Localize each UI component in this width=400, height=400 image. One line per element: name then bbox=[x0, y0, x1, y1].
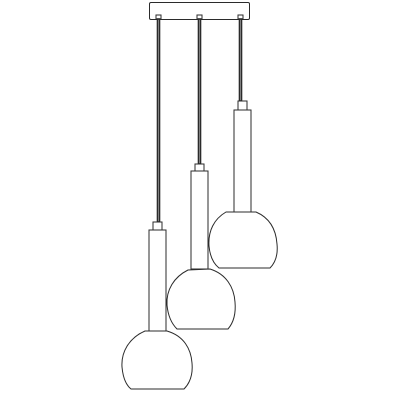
globe-right bbox=[208, 211, 278, 269]
cord-left bbox=[156, 18, 161, 223]
pendant-left bbox=[121, 221, 193, 390]
socket-left bbox=[152, 221, 163, 231]
socket-right bbox=[237, 100, 248, 111]
cord-right bbox=[238, 18, 243, 102]
rod-middle bbox=[190, 170, 209, 270]
globe-middle bbox=[166, 268, 236, 330]
ceiling-canopy bbox=[149, 2, 250, 20]
pendant-right bbox=[208, 100, 278, 269]
socket-middle bbox=[194, 163, 205, 172]
globe-left bbox=[121, 330, 193, 390]
rod-right bbox=[233, 109, 252, 213]
pendant-middle bbox=[166, 163, 236, 330]
cord-middle bbox=[197, 18, 202, 165]
rod-left bbox=[148, 229, 167, 332]
